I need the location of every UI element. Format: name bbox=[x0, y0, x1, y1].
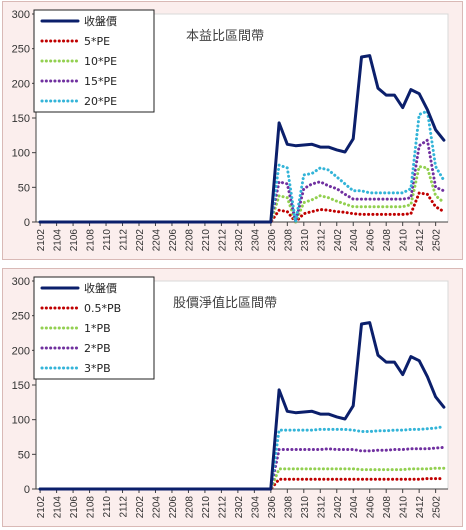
x-tick-label: 2408 bbox=[382, 496, 393, 519]
x-tick-label: 2312 bbox=[316, 229, 327, 252]
legend-label: 5*PE bbox=[84, 35, 110, 48]
x-tick-label: 2108 bbox=[86, 229, 97, 252]
x-tick-label: 2304 bbox=[250, 229, 261, 252]
x-tick-label: 2306 bbox=[267, 229, 278, 252]
x-tick-label: 2502 bbox=[432, 229, 443, 252]
x-tick-label: 2408 bbox=[382, 229, 393, 252]
y-tick-label: 150 bbox=[12, 113, 30, 125]
x-tick-label: 2202 bbox=[135, 229, 146, 252]
x-tick-label: 2310 bbox=[300, 496, 311, 519]
series-line bbox=[38, 54, 446, 224]
chart-title: 本益比區間帶 bbox=[186, 29, 264, 44]
legend-label: 收盤價 bbox=[84, 281, 117, 295]
x-tick-label: 2206 bbox=[168, 229, 179, 252]
x-tick-label: 2206 bbox=[168, 496, 179, 519]
x-tick-label: 2104 bbox=[53, 229, 64, 252]
x-tick-label: 2204 bbox=[151, 229, 162, 252]
x-tick-label: 2412 bbox=[415, 229, 426, 252]
x-tick-label: 2402 bbox=[333, 496, 344, 519]
x-tick-label: 2202 bbox=[135, 496, 146, 519]
y-tick-label: 0 bbox=[24, 217, 30, 229]
pb-band-chart: 0 50 100 150 200 250 300 2102 2104 2106 2108 2110 21… bbox=[12, 276, 449, 519]
x-tick-label: 2104 bbox=[53, 496, 64, 519]
y-tick-label: 0 bbox=[24, 484, 30, 496]
legend-label: 15*PE bbox=[84, 75, 117, 88]
legend-label: 1*PB bbox=[84, 322, 111, 335]
pe-band-chart-panel: 0 50 100 150 200 250 300 2102 2104 2106 2108 2110 21… bbox=[2, 1, 463, 260]
x-tick-label: 2310 bbox=[300, 229, 311, 252]
x-tick-label: 2308 bbox=[283, 229, 294, 252]
legend-label: 3*PB bbox=[84, 362, 111, 375]
pe-band-chart: 0 50 100 150 200 250 300 2102 2104 2106 2108 2110 21… bbox=[12, 9, 449, 252]
x-tick-label: 2406 bbox=[366, 496, 377, 519]
x-tick-label: 2410 bbox=[399, 496, 410, 519]
legend-label: 2*PB bbox=[84, 342, 111, 355]
x-tick-label: 2302 bbox=[234, 496, 245, 519]
x-tick-label: 2102 bbox=[36, 496, 47, 519]
x-tick-label: 2302 bbox=[234, 229, 245, 252]
x-tick-label: 2110 bbox=[102, 496, 113, 518]
x-tick-label: 2108 bbox=[86, 496, 97, 519]
x-tick-label: 2112 bbox=[119, 229, 130, 251]
series-line bbox=[38, 321, 446, 491]
x-tick-label: 2402 bbox=[333, 229, 344, 252]
x-tick-label: 2204 bbox=[151, 496, 162, 519]
y-tick-label: 50 bbox=[18, 182, 30, 194]
y-tick-label: 100 bbox=[12, 148, 30, 160]
x-tick-label: 2212 bbox=[217, 496, 228, 519]
legend-label: 20*PE bbox=[84, 95, 117, 108]
legend-label: 收盤價 bbox=[84, 14, 117, 28]
x-tick-label: 2312 bbox=[316, 496, 327, 519]
x-tick-label: 2208 bbox=[184, 229, 195, 252]
legend-label: 10*PE bbox=[84, 55, 117, 68]
x-tick-label: 2404 bbox=[349, 496, 360, 519]
x-tick-label: 2210 bbox=[201, 229, 212, 252]
x-tick-label: 2412 bbox=[415, 496, 426, 519]
x-tick-label: 2410 bbox=[399, 229, 410, 252]
pb-band-chart-panel: 0 50 100 150 200 250 300 2102 2104 2106 2108 2110 21… bbox=[2, 268, 463, 527]
x-tick-label: 2404 bbox=[349, 229, 360, 252]
y-tick-label: 150 bbox=[12, 380, 30, 392]
x-tick-label: 2304 bbox=[250, 496, 261, 519]
chart-title: 股價淨值比區間帶 bbox=[173, 295, 277, 311]
x-tick-label: 2406 bbox=[366, 229, 377, 252]
x-tick-label: 2112 bbox=[119, 496, 130, 518]
y-tick-label: 100 bbox=[12, 415, 30, 427]
y-tick-label: 200 bbox=[12, 345, 30, 357]
x-tick-label: 2102 bbox=[36, 229, 47, 252]
y-tick-label: 50 bbox=[18, 449, 30, 461]
x-tick-label: 2210 bbox=[201, 496, 212, 519]
y-tick-label: 300 bbox=[12, 276, 30, 288]
x-tick-label: 2308 bbox=[283, 496, 294, 519]
x-tick-label: 2212 bbox=[217, 229, 228, 252]
x-tick-label: 2208 bbox=[184, 496, 195, 519]
y-tick-label: 250 bbox=[12, 311, 30, 323]
x-tick-label: 2110 bbox=[102, 229, 113, 251]
x-tick-label: 2106 bbox=[69, 229, 80, 252]
x-tick-label: 2306 bbox=[267, 496, 278, 519]
y-tick-label: 200 bbox=[12, 78, 30, 90]
y-tick-label: 250 bbox=[12, 44, 30, 56]
x-tick-label: 2106 bbox=[69, 496, 80, 519]
x-tick-label: 2502 bbox=[432, 496, 443, 519]
y-tick-label: 300 bbox=[12, 9, 30, 21]
legend-label: 0.5*PB bbox=[84, 302, 121, 315]
